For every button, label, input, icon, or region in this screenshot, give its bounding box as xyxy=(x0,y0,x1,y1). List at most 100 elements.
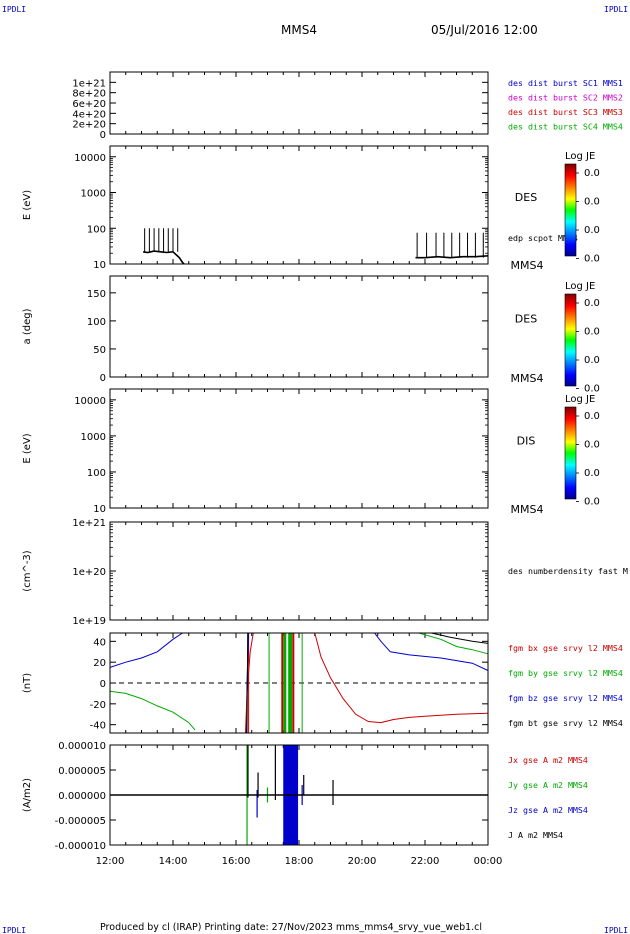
colorbar-label: 0.0 xyxy=(584,440,600,451)
panel-frame xyxy=(109,275,489,378)
panel-6: -40 -20 0 20 40 (nT) fgm bx gse srvy l2 MMS4 fg… xyxy=(22,632,623,734)
panel-3: 0 50 100 150 a (deg) DES MMS4 Log JE 0.0 0.0 0.0 0.… xyxy=(22,275,600,395)
panel-frame xyxy=(109,71,489,135)
colorbar-label: 0.0 xyxy=(584,497,600,508)
series-line xyxy=(431,632,489,644)
colorbar-title: Log JE xyxy=(565,281,595,292)
spacecraft-label: MMS4 xyxy=(511,372,544,385)
species-label: DES xyxy=(515,191,537,204)
panel-frame xyxy=(109,632,489,734)
legend-entry: Jy gse A m2 MMS4 xyxy=(508,780,588,790)
colorbar-label: 0.0 xyxy=(584,411,600,422)
spacecraft-label: MMS4 xyxy=(511,503,544,516)
series-line xyxy=(109,690,196,731)
footer-credits: Produced by cl (IRAP) Printing date: 27/… xyxy=(100,922,482,933)
y-tick-label: 1e+19 xyxy=(72,616,106,627)
species-label: DES xyxy=(515,313,537,326)
y-tick-label: 0.000000 xyxy=(58,791,106,802)
y-axis-label: E (eV) xyxy=(22,190,33,220)
colorbar-title: Log JE xyxy=(565,151,595,162)
series-line xyxy=(245,632,254,734)
time-tick-label: 12:00 xyxy=(96,856,125,867)
y-tick-label: 10 xyxy=(93,260,106,271)
y-tick-label: 20 xyxy=(93,658,106,669)
y-tick-label: 10 xyxy=(93,504,106,515)
y-tick-label: 100 xyxy=(87,317,106,328)
time-tick-label: 14:00 xyxy=(159,856,188,867)
y-tick-label: 10000 xyxy=(74,153,106,164)
y-tick-label: 150 xyxy=(87,289,106,300)
panel-frame xyxy=(109,744,489,846)
y-axis-label: a (deg) xyxy=(22,308,33,344)
y-tick-label: 100 xyxy=(87,224,106,235)
colorbar xyxy=(564,406,577,500)
colorbar-label: 0.0 xyxy=(584,468,600,479)
colorbar-label: 0.0 xyxy=(584,168,600,179)
legend-entry: des numberdensity fast M xyxy=(508,566,628,576)
legend-entry: Jx gse A m2 MMS4 xyxy=(508,755,588,765)
panel-4: 10 100 1000 10000 E (eV) DIS MMS4 Log JE 0.0 0.0 0… xyxy=(22,388,600,516)
legend-entry: fgm by gse srvy l2 MMS4 xyxy=(508,668,623,678)
spacecraft-label: MMS4 xyxy=(511,259,544,272)
y-tick-label: 100 xyxy=(87,468,106,479)
colorbar-label: 0.0 xyxy=(584,197,600,208)
y-tick-label: 40 xyxy=(93,637,106,648)
y-tick-label: 0.000010 xyxy=(58,741,106,752)
corner-label-top-left: IPDLI xyxy=(2,5,26,14)
species-label: DIS xyxy=(517,435,536,448)
time-tick-label: 22:00 xyxy=(411,856,440,867)
y-tick-label: 0.000005 xyxy=(58,766,106,777)
series-line xyxy=(314,632,489,724)
panel-frame xyxy=(109,145,489,265)
y-tick-label: 0 xyxy=(100,373,106,384)
series-line xyxy=(109,632,183,668)
y-tick-label: -0.000010 xyxy=(55,841,106,852)
legend-entry: des dist burst SC3 MMS3 xyxy=(508,107,623,117)
y-axis-label: (cm^-3) xyxy=(22,550,33,591)
colorbar-label: 0.0 xyxy=(584,225,600,236)
y-axis-label: (A/m2) xyxy=(22,778,33,812)
y-tick-label: 0 xyxy=(100,130,106,141)
y-tick-label: 1000 xyxy=(81,189,106,200)
date-title: 05/Jul/2016 12:00 xyxy=(431,23,538,37)
legend-entry: des dist burst SC2 MMS2 xyxy=(508,93,623,103)
time-tick-label: 16:00 xyxy=(222,856,251,867)
colorbar-label: 0.0 xyxy=(584,254,600,265)
y-axis-label: (nT) xyxy=(22,673,33,693)
y-tick-label: 2e+20 xyxy=(72,120,106,131)
legend-entry: Jz gse A m2 MMS4 xyxy=(508,805,588,815)
corner-label-bottom-left: IPDLI xyxy=(2,926,26,934)
y-tick-label: 8e+20 xyxy=(72,89,106,100)
colorbar-title: Log JE xyxy=(565,394,595,405)
colorbar-label: 0.0 xyxy=(584,327,600,338)
time-tick-label: 00:00 xyxy=(474,856,503,867)
y-tick-label: 4e+20 xyxy=(72,109,106,120)
panel-2: 10 100 1000 10000 E (eV) DES MMS4 edp scpot MMS… xyxy=(22,145,600,272)
time-tick-label: 20:00 xyxy=(348,856,377,867)
y-tick-label: 50 xyxy=(93,345,106,356)
panel-5: 1e+19 1e+20 1e+21 (cm^-3) des numberdensity … xyxy=(22,518,628,627)
y-tick-label: 1e+21 xyxy=(72,78,106,89)
y-tick-label: -20 xyxy=(90,700,106,711)
panel-frame xyxy=(109,388,489,509)
y-tick-label: 1e+21 xyxy=(72,518,106,529)
time-tick-label: 18:00 xyxy=(285,856,314,867)
colorbar-label: 0.0 xyxy=(584,355,600,366)
y-tick-label: 10000 xyxy=(74,396,106,407)
colorbar-label: 0.0 xyxy=(584,298,600,309)
legend-entry: des dist burst SC1 MMS1 xyxy=(508,78,623,88)
panel-7: -0.000010 -0.000005 0.000000 0.000005 0.0000… xyxy=(22,741,588,852)
y-axis-label: E (eV) xyxy=(22,433,33,463)
y-tick-label: 1000 xyxy=(81,432,106,443)
y-tick-label: -0.000005 xyxy=(55,816,106,827)
legend-entry: fgm bx gse srvy l2 MMS4 xyxy=(508,643,623,653)
series-line xyxy=(374,632,489,671)
corner-label-top-right: IPDLI xyxy=(604,5,628,14)
spacecraft-title: MMS4 xyxy=(281,23,317,37)
y-tick-label: 1e+20 xyxy=(72,567,106,578)
panel-frame xyxy=(109,521,489,621)
colorbar xyxy=(564,163,577,257)
colorbar xyxy=(564,293,577,387)
